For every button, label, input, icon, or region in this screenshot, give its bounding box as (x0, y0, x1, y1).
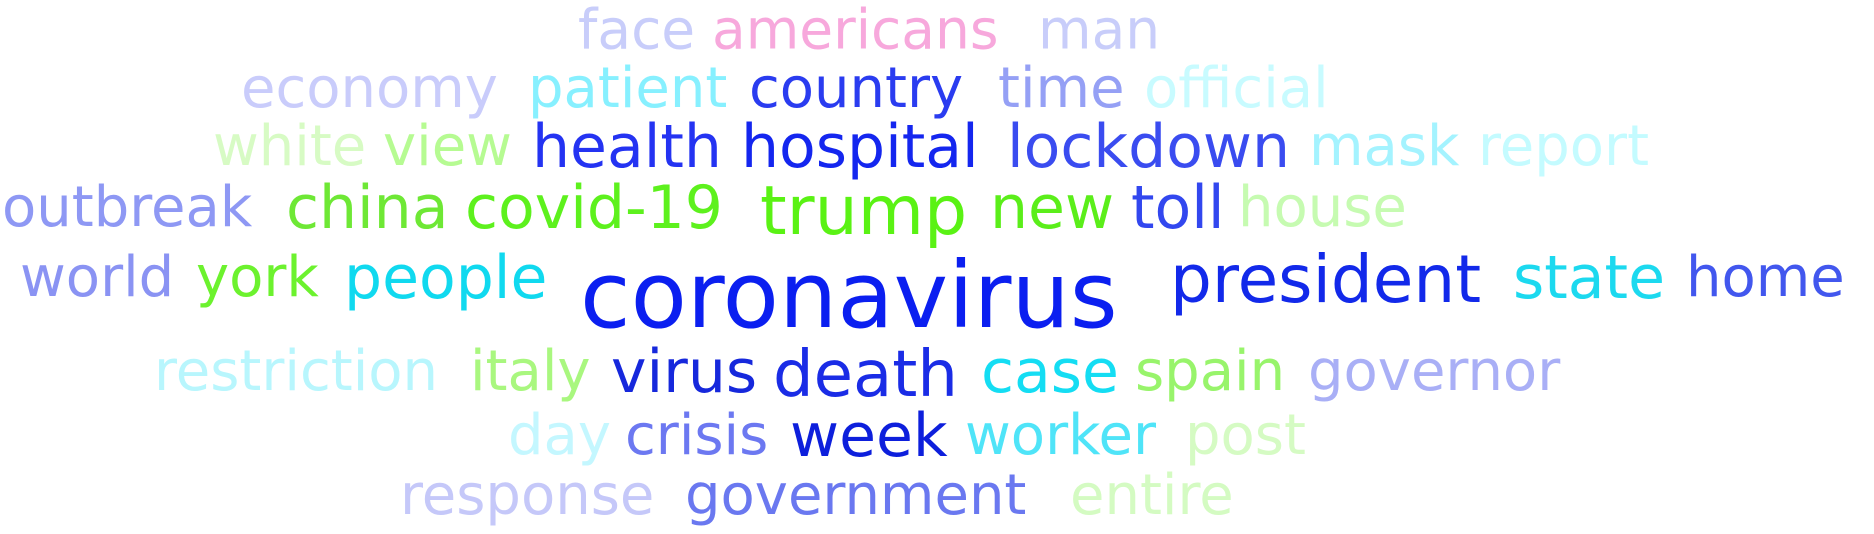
word-home: home (1686, 245, 1845, 310)
word-health: health (532, 112, 722, 182)
word-outbreak: outbreak (2, 175, 253, 240)
word-response: response (400, 463, 655, 528)
word-governor: governor (1308, 339, 1561, 404)
word-crisis: crisis (625, 403, 769, 468)
word-man: man (1038, 0, 1161, 62)
word-report: report (1478, 114, 1650, 179)
word-patient: patient (528, 56, 728, 121)
word-worker: worker (965, 403, 1156, 468)
word-entire: entire (1070, 463, 1234, 528)
word-americans: americans (712, 0, 999, 62)
word-hospital: hospital (741, 112, 979, 182)
word-spain: spain (1135, 339, 1286, 404)
word-people: people (344, 243, 548, 313)
word-official: official (1144, 56, 1329, 121)
word-government: government (685, 463, 1027, 528)
word-time: time (998, 56, 1125, 121)
word-death: death (773, 338, 958, 412)
word-white: white (213, 114, 367, 179)
word-post: post (1185, 403, 1306, 468)
word-country: country (749, 56, 964, 121)
word-lockdown: lockdown (1007, 112, 1291, 182)
word-president: president (1170, 241, 1482, 318)
word-day: day (508, 403, 612, 468)
word-face: face (578, 0, 696, 62)
word-economy: economy (241, 56, 498, 121)
word-italy: italy (470, 339, 591, 404)
word-restriction: restriction (154, 339, 439, 404)
word-china: china (286, 173, 449, 243)
word-view: view (383, 114, 512, 179)
word-virus: virus (611, 337, 758, 407)
word-covid-19: covid-19 (465, 173, 723, 243)
word-state: state (1513, 243, 1665, 313)
word-mask: mask (1309, 114, 1460, 179)
word-trump: trump (760, 172, 968, 251)
word-toll: toll (1131, 173, 1225, 243)
word-case: case (981, 337, 1119, 407)
word-world: world (20, 245, 175, 310)
word-york: york (196, 245, 319, 310)
word-week: week (790, 401, 948, 471)
word-new: new (990, 173, 1115, 243)
word-coronavirus: coronavirus (580, 242, 1118, 349)
word-house: house (1238, 175, 1407, 240)
